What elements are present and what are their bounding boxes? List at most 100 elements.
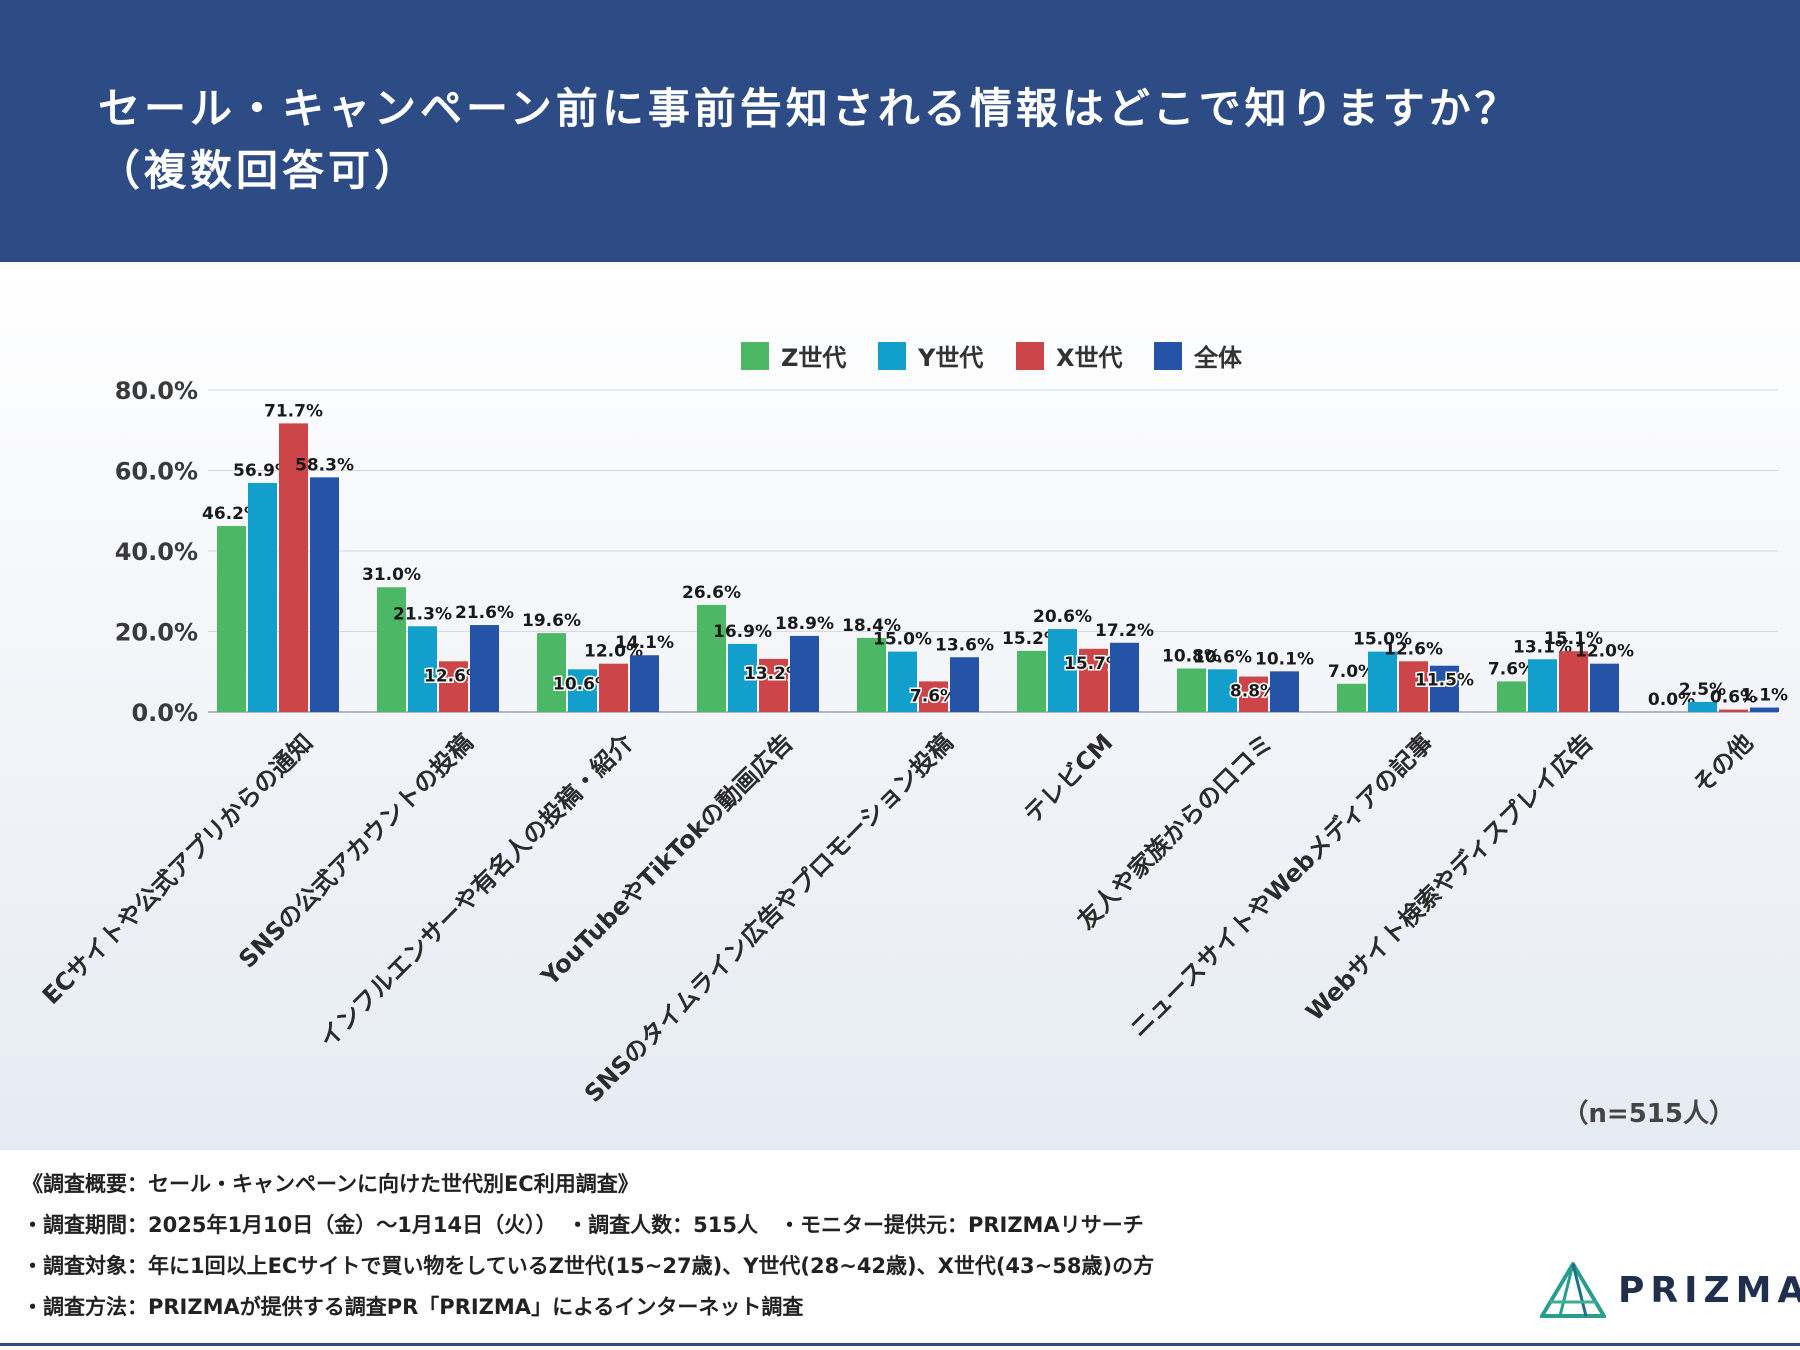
category-label: ECサイトや公式アプリからの通知 xyxy=(37,728,318,1009)
bar xyxy=(728,643,757,712)
bar-chart: 0.0% 20.0% 40.0% 60.0% 80.0% Z世代 Y世代 X世代 全体 46.2%… xyxy=(37,342,1788,1129)
bar xyxy=(1337,683,1366,712)
data-label: 8.8% xyxy=(1230,682,1277,702)
category-label: SNSのタイムライン広告やプロモーション投稿 xyxy=(579,728,958,1107)
bar xyxy=(1048,629,1077,712)
bar xyxy=(759,658,788,712)
legend-swatch xyxy=(878,342,906,370)
bar xyxy=(1497,681,1526,712)
bar xyxy=(1559,651,1588,712)
bar xyxy=(310,477,339,712)
bar xyxy=(630,655,659,712)
category-label: テレビCM xyxy=(1018,728,1118,828)
survey-period: ・調査期間：2025年1月10日（金）〜1月14日（火）） ・調査人数：515人… xyxy=(22,1213,1144,1237)
bar xyxy=(1110,642,1139,712)
data-label: 56.9% xyxy=(233,461,292,481)
y-tick-label: 0.0% xyxy=(131,699,198,727)
data-label: 15.1% xyxy=(1544,629,1603,649)
y-tick-label: 80.0% xyxy=(115,377,198,405)
header-banner: セール・キャンペーン前に事前告知される情報はどこで知りますか？ （複数回答可） xyxy=(0,0,1800,262)
survey-title: 《調査概要：セール・キャンペーンに向けた世代別EC利用調査》 xyxy=(22,1172,639,1196)
data-label: 12.6% xyxy=(424,666,483,686)
y-tick-label: 20.0% xyxy=(115,619,198,647)
data-label: 14.1% xyxy=(615,633,674,653)
page-title: セール・キャンペーン前に事前告知される情報はどこで知りますか？ （複数回答可） xyxy=(98,78,1521,202)
y-tick-label: 60.0% xyxy=(115,458,198,486)
bar xyxy=(377,587,406,712)
data-label: 12.0% xyxy=(1575,642,1634,662)
bar xyxy=(888,651,917,712)
survey-method: ・調査方法：PRIZMAが提供する調査PR「PRIZMA」によるインターネット調… xyxy=(22,1295,804,1319)
data-label: 13.6% xyxy=(935,635,994,655)
sample-size-label: （n=515人） xyxy=(1562,1099,1735,1129)
bar xyxy=(599,663,628,712)
title-line-2: （複数回答可） xyxy=(98,146,421,195)
chart-area: 0.0% 20.0% 40.0% 60.0% 80.0% Z世代 Y世代 X世代 全体 46.2%… xyxy=(0,262,1800,1150)
bar xyxy=(1688,701,1717,712)
bottom-rule xyxy=(0,1343,1800,1346)
bar xyxy=(1270,671,1299,712)
legend-label: Y世代 xyxy=(917,344,983,372)
category-label: ニュースサイトやWebメディアの記事 xyxy=(1124,728,1438,1042)
category-label: YouTubeやTikTokの動画広告 xyxy=(535,728,798,991)
y-tick-label: 40.0% xyxy=(115,538,198,566)
legend-label: 全体 xyxy=(1193,344,1243,372)
bar xyxy=(217,526,246,712)
prizma-logo-text: PRIZMA xyxy=(1618,1269,1800,1311)
data-label: 10.8% xyxy=(1162,647,1221,667)
data-label: 2.5% xyxy=(1679,680,1726,700)
data-label: 31.0% xyxy=(362,565,421,585)
bar xyxy=(1239,676,1268,712)
bar xyxy=(1528,659,1557,712)
data-label: 15.2% xyxy=(1002,629,1061,649)
data-label: 7.0% xyxy=(1328,662,1375,682)
bar xyxy=(248,482,277,712)
bar xyxy=(697,604,726,712)
data-label: 7.6% xyxy=(1488,659,1535,679)
bar xyxy=(857,637,886,712)
data-label: 15.7% xyxy=(1064,654,1123,674)
data-label: 21.6% xyxy=(455,603,514,623)
bar xyxy=(439,661,468,712)
data-label: 17.2% xyxy=(1095,621,1154,641)
data-label: 26.6% xyxy=(682,583,741,603)
data-label: 12.6% xyxy=(1384,639,1443,659)
data-label: 21.3% xyxy=(393,604,452,624)
bar xyxy=(470,625,499,712)
survey-target: ・調査対象：年に1回以上ECサイトで買い物をしているZ世代(15~27歳)、Y世… xyxy=(22,1254,1155,1278)
title-line-1: セール・キャンペーン前に事前告知される情報はどこで知りますか？ xyxy=(98,84,1521,133)
prizma-logo-icon xyxy=(1540,1262,1606,1318)
bar xyxy=(1017,650,1046,712)
data-label: 12.0% xyxy=(584,642,643,662)
bar xyxy=(279,423,308,712)
prizma-logo: PRIZMA xyxy=(1540,1262,1800,1318)
bar xyxy=(1368,651,1397,712)
data-label: 10.1% xyxy=(1255,649,1314,669)
bar xyxy=(950,657,979,712)
bar xyxy=(568,669,597,712)
legend-label: X世代 xyxy=(1056,344,1123,372)
legend-label: Z世代 xyxy=(781,344,846,372)
data-label: 46.2% xyxy=(202,504,261,524)
bar xyxy=(790,635,819,712)
bar xyxy=(1750,707,1779,712)
data-label: 10.6% xyxy=(1193,647,1252,667)
data-label: 16.9% xyxy=(713,622,772,642)
data-label: 20.6% xyxy=(1033,607,1092,627)
bar xyxy=(1208,669,1237,712)
data-label: 19.6% xyxy=(522,611,581,631)
data-label: 18.9% xyxy=(775,614,834,634)
category-label: インフルエンサーや有名人の投稿・紹介 xyxy=(314,728,639,1053)
data-label: 71.7% xyxy=(264,401,323,421)
data-label: 1.1% xyxy=(1741,686,1788,706)
data-label: 0.6% xyxy=(1710,688,1757,708)
data-label: 13.1% xyxy=(1513,637,1572,657)
data-label: 13.2% xyxy=(744,664,803,684)
legend-swatch xyxy=(1154,342,1182,370)
data-label: 0.0% xyxy=(1648,690,1695,710)
bar xyxy=(1590,663,1619,712)
data-label: 18.4% xyxy=(842,616,901,636)
data-label: 10.6% xyxy=(553,674,612,694)
legend-swatch xyxy=(741,342,769,370)
survey-footer: 《調査概要：セール・キャンペーンに向けた世代別EC利用調査》 ・調査期間：202… xyxy=(0,1150,1800,1350)
